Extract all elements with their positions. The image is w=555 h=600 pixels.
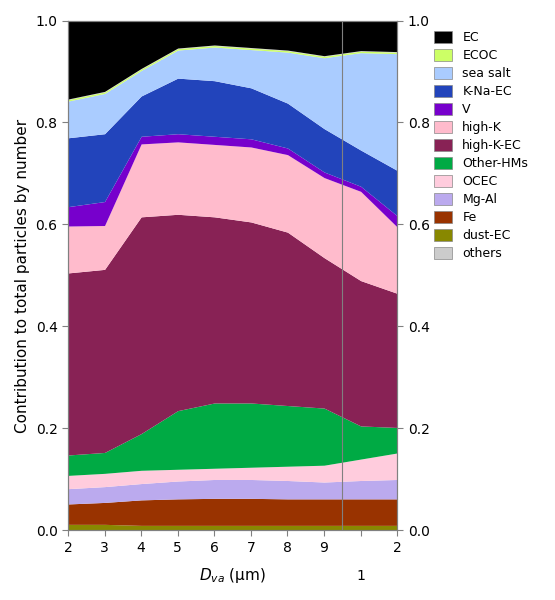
- Y-axis label: Contribution to total particles by number: Contribution to total particles by numbe…: [15, 118, 30, 433]
- X-axis label: $D_{va}$ (μm): $D_{va}$ (μm): [199, 566, 266, 585]
- Text: 1: 1: [356, 569, 365, 583]
- Legend: EC, ECOC, sea salt, K-Na-EC, V, high-K, high-K-EC, Other-HMs, OCEC, Mg-Al, Fe, d: EC, ECOC, sea salt, K-Na-EC, V, high-K, …: [430, 27, 532, 264]
